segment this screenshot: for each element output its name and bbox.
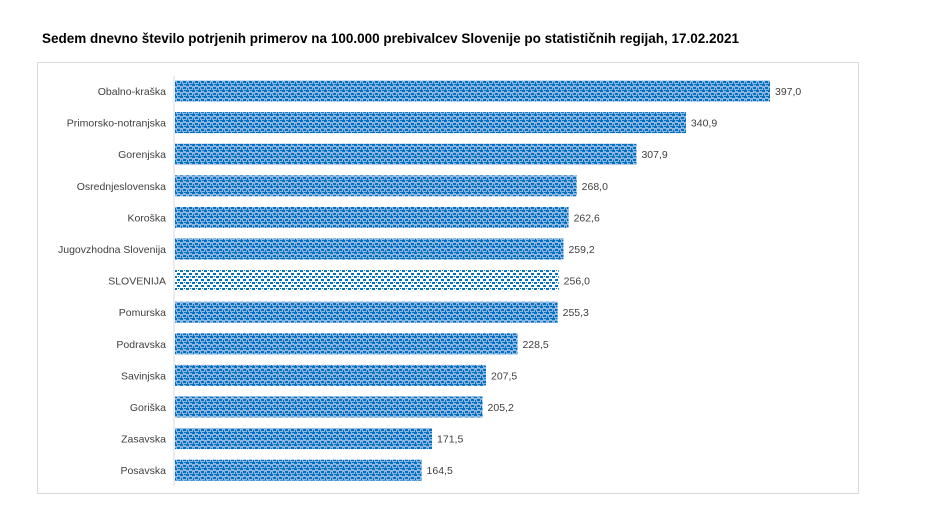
bar-0: [175, 80, 770, 102]
category-label: Gorenjska: [118, 149, 166, 161]
data-label: 171,5: [437, 434, 463, 446]
bar-5: [175, 238, 564, 260]
bar-11: [175, 428, 433, 450]
chart-frame: [37, 62, 859, 494]
data-label: 262,6: [574, 212, 600, 224]
data-label: 255,3: [563, 307, 589, 319]
data-label: 259,2: [568, 244, 594, 256]
category-label: Pomurska: [119, 307, 166, 319]
bar-1: [175, 112, 686, 134]
data-label: 256,0: [564, 276, 590, 288]
bar-9: [175, 364, 486, 386]
category-label: SLOVENIJA: [108, 276, 166, 288]
data-label: 340,9: [691, 118, 717, 130]
chart-title: Sedem dnevno število potrjenih primerov …: [42, 31, 740, 46]
data-label: 164,5: [427, 465, 453, 477]
data-label: 307,9: [641, 149, 667, 161]
data-label: 207,5: [491, 370, 517, 382]
data-label: 205,2: [488, 402, 514, 414]
category-label: Podravska: [116, 339, 166, 351]
data-label: 268,0: [582, 181, 608, 193]
category-label: Posavska: [120, 465, 166, 477]
category-label: Primorsko-notranjska: [67, 118, 166, 130]
category-label: Savinjska: [121, 370, 166, 382]
bar-12: [175, 459, 422, 481]
bar-3: [175, 175, 577, 197]
category-label: Goriška: [130, 402, 166, 414]
data-label: 228,5: [522, 339, 548, 351]
bar-6: [175, 270, 559, 292]
bar-7: [175, 301, 558, 323]
category-label: Obalno-kraška: [98, 86, 166, 98]
category-label: Zasavska: [121, 434, 166, 446]
bar-10: [175, 396, 483, 418]
category-label: Jugovzhodna Slovenija: [58, 244, 166, 256]
bar-4: [175, 206, 569, 228]
bar-8: [175, 333, 518, 355]
bar-2: [175, 143, 637, 165]
category-label: Koroška: [127, 212, 166, 224]
data-label: 397,0: [775, 86, 801, 98]
category-label: Osrednjeslovenska: [77, 181, 166, 193]
